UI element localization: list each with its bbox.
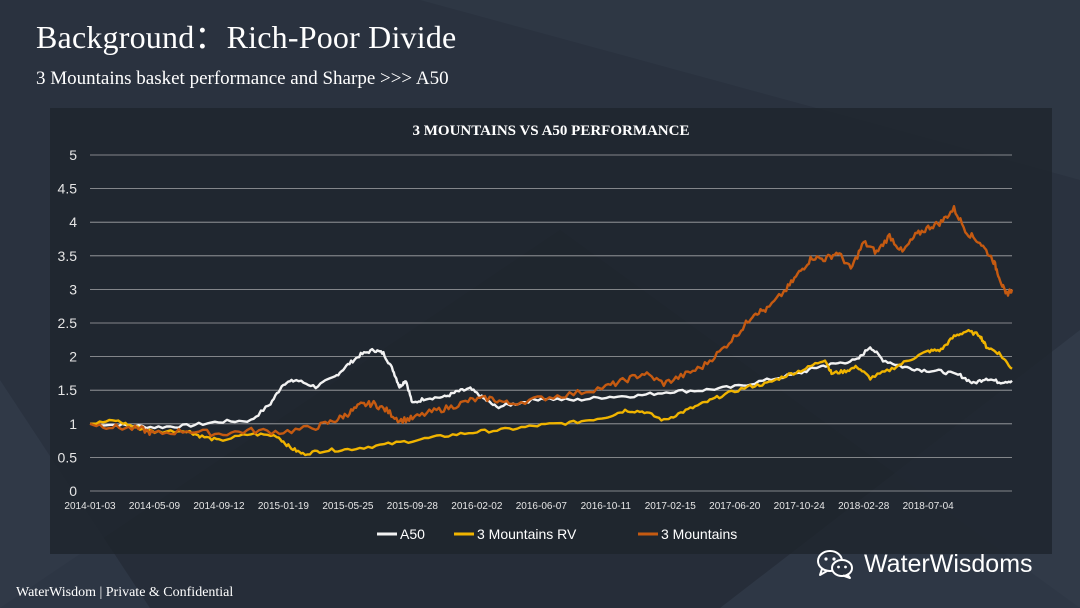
chart-title: 3 MOUNTAINS VS A50 PERFORMANCE [413,123,690,139]
x-tick-label: 2015-05-25 [322,501,374,512]
x-tick-label: 2014-01-03 [64,501,116,512]
series-line-3-mountains-rv [89,328,1013,457]
y-tick-label: 3 [69,281,77,297]
chart-panel: 3 MOUNTAINS VS A50 PERFORMANCE 0 0.5 1 1.5 2 2… [50,108,1052,554]
y-tick-label: 1 [69,416,77,432]
x-tick-label: 2014-05-09 [129,501,181,512]
legend-label: A50 [400,526,425,542]
y-tick-label: 0 [69,483,77,499]
x-tick-label: 2016-10-11 [581,501,632,512]
x-tick-label: 2017-02-15 [645,501,697,512]
x-tick-label: 2015-09-28 [387,501,439,512]
footer-text: WaterWisdom | Private & Confidential [16,585,234,600]
y-tick-label: 2.5 [58,315,78,331]
y-tick-label: 3.5 [58,248,78,264]
slide-subtitle: 3 Mountains basket performance and Sharp… [36,68,449,89]
x-tick-label: 2015-01-19 [258,501,310,512]
x-tick-label: 2018-02-28 [838,501,890,512]
x-tick-label: 2018-07-04 [903,501,955,512]
y-tick-label: 4 [69,214,77,230]
series-line-3-mountains [89,205,1014,438]
legend-label: 3 Mountains RV [477,526,577,542]
x-tick-label: 2016-06-07 [516,501,568,512]
performance-chart: 3 MOUNTAINS VS A50 PERFORMANCE 0 0.5 1 1.5 2 2… [58,123,1014,542]
legend-label: 3 Mountains [661,526,737,542]
y-tick-label: 4.5 [58,181,78,197]
y-tick-label: 0.5 [58,449,78,465]
x-tick-label: 2017-06-20 [709,501,761,512]
brand-name: WaterWisdoms [864,549,1033,578]
brand-watermark: WaterWisdoms [816,546,1033,582]
slide-title: Background：Rich-Poor Divide [36,19,457,55]
y-tick-label: 1.5 [58,382,78,398]
series-line-a50 [89,346,1013,430]
x-tick-label: 2017-10-24 [774,501,826,512]
wechat-icon [817,550,853,579]
y-tick-label: 2 [69,349,77,365]
y-tick-label: 5 [69,147,77,163]
x-tick-label: 2014-09-12 [193,501,245,512]
x-tick-label: 2016-02-02 [451,501,503,512]
